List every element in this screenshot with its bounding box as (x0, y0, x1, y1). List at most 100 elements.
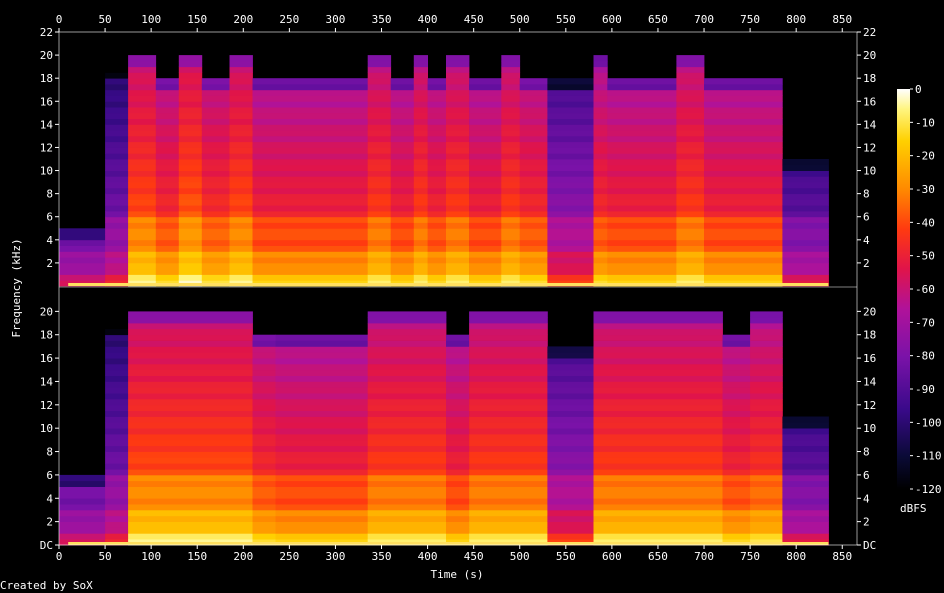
spectrogram-cell (607, 141, 677, 148)
spectrogram-cell (155, 211, 180, 218)
spectrogram-cell (427, 257, 447, 264)
spectrogram-cell (105, 533, 129, 540)
spectrogram-cell (390, 251, 415, 258)
spectrogram-cell (128, 323, 253, 330)
spectrogram-cell (128, 428, 253, 435)
spectrogram-cell (501, 199, 521, 206)
spectrogram-cell (501, 72, 521, 79)
y-tick-label: 4 (863, 234, 870, 247)
spectrogram-cell (105, 78, 129, 85)
spectrogram-cell (704, 101, 783, 108)
spectrogram-cell (547, 135, 594, 143)
spectrogram-cell (446, 428, 470, 435)
spectrogram-cell (128, 72, 157, 79)
spectrogram-cell (446, 498, 470, 505)
spectrogram-cell (128, 187, 157, 195)
x-axis-bottom: 0 50 100 150 200 250 300 350 400 450 500 550 600 650 7… (56, 545, 852, 563)
spectrogram-cell (607, 187, 677, 195)
spectrogram-cell (750, 328, 783, 336)
spectrogram-cell (367, 399, 447, 406)
spectrogram-cell (750, 439, 783, 447)
spectrogram-cell (413, 262, 428, 270)
y-tick-label: 12 (863, 399, 876, 412)
spectrogram-cell (750, 404, 783, 411)
spectrogram-cell (722, 434, 751, 441)
spectrogram-cell (547, 124, 594, 131)
spectrogram-cell (547, 457, 594, 464)
spectrogram-cell (229, 205, 253, 212)
spectrogram-cell (178, 130, 203, 137)
colorbar-tick-label: -90 (915, 383, 935, 396)
spectrogram-cell (593, 358, 723, 365)
spectrogram-cell (201, 262, 230, 270)
spectrogram-cell (367, 245, 392, 252)
spectrogram-cell (704, 245, 783, 252)
spectrogram-cell (676, 216, 705, 223)
spectrogram-cell (446, 222, 470, 229)
spectrogram-cell (178, 245, 203, 252)
spectrogram-cell (367, 101, 392, 108)
spectrogram-cell (413, 124, 428, 131)
spectrogram-cell (229, 89, 253, 96)
spectrogram-cell (704, 170, 783, 177)
spectrogram-cell (252, 141, 369, 148)
spectrogram-cell (446, 510, 470, 517)
spectrogram-cell (59, 504, 106, 511)
spectrogram-cell (676, 245, 705, 252)
y-tick-label: 16 (863, 352, 876, 365)
spectrogram-cell (427, 234, 447, 241)
spectrogram-cell (155, 222, 180, 229)
spectrogram-cell (252, 101, 369, 108)
spectrogram-cell (469, 199, 502, 206)
spectrogram-cell (128, 434, 253, 441)
spectrogram-cell (252, 527, 276, 534)
spectrogram-cell (469, 504, 548, 511)
spectrogram-cell (252, 112, 369, 119)
spectrogram-cell (519, 124, 548, 131)
spectrogram-cell (593, 239, 608, 246)
spectrogram-cell (367, 130, 392, 137)
spectrogram-cell (252, 463, 276, 470)
spectrogram-cell (367, 222, 392, 229)
spectrogram-cell (367, 262, 392, 270)
spectrogram-cell (201, 118, 230, 125)
credit-text: Created by SoX (0, 579, 93, 592)
spectrogram-cell (229, 118, 253, 125)
spectrogram-cell (367, 72, 392, 79)
spectrogram-cell (390, 135, 415, 143)
spectrogram-cell (519, 84, 548, 91)
spectrogram-cell (547, 84, 594, 91)
spectrogram-cell (607, 211, 677, 218)
spectrogram-cell (427, 141, 447, 148)
spectrogram-cell (128, 352, 253, 359)
spectrogram-cell (201, 205, 230, 212)
spectrogram-cell (722, 533, 751, 540)
spectrogram-cell (128, 257, 157, 264)
spectrogram-cell (105, 153, 129, 160)
spectrogram-cell (128, 66, 157, 73)
spectrogram-cell (593, 176, 608, 183)
spectrogram-cell (593, 60, 608, 68)
spectrogram-cell (413, 193, 428, 200)
spectrogram-cell (607, 239, 677, 246)
spectrogram-cell (390, 199, 415, 206)
spectrogram-cell (105, 393, 129, 400)
spectrogram-cell (750, 399, 783, 406)
spectrogram-cell (519, 89, 548, 96)
spectrogram-cell (178, 187, 203, 195)
spectrogram-cell (593, 334, 723, 341)
spectrogram-cell (105, 205, 129, 212)
spectrogram-cell (105, 445, 129, 452)
spectrogram-cell (367, 422, 447, 429)
spectrogram-cell (367, 428, 447, 435)
spectrogram-cell (128, 228, 157, 235)
spectrogram-cell (547, 492, 594, 499)
spectrogram-cell (519, 112, 548, 119)
spectrogram-cell (229, 193, 253, 200)
spectrogram-cell (704, 107, 783, 114)
y-tick-label: 14 (863, 375, 877, 388)
spectrogram-cell (275, 399, 368, 406)
spectrogram-cell (501, 101, 521, 108)
spectrogram-cell (750, 340, 783, 347)
spectrogram-cell (593, 317, 723, 324)
